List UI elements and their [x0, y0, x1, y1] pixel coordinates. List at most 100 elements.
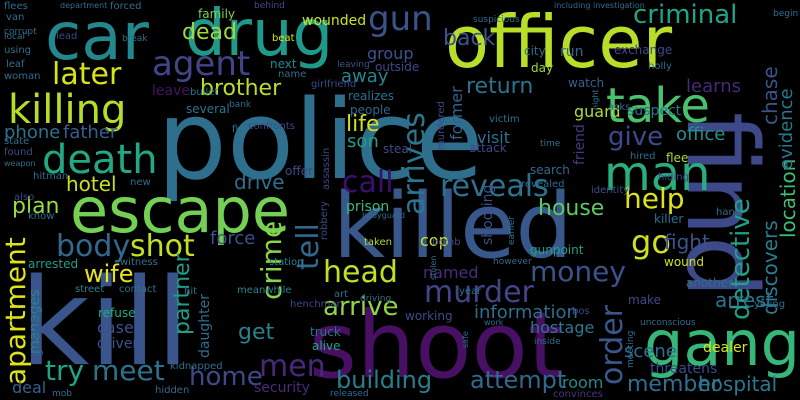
word-break: break: [122, 34, 148, 44]
word-henchman: henchman: [290, 299, 343, 310]
word-year: year: [459, 286, 482, 297]
word-phone: phone: [4, 122, 61, 143]
word-arrives: arrives: [397, 112, 432, 215]
word-outside: outside: [375, 60, 420, 74]
word-son: son: [347, 131, 379, 152]
word-young: young: [754, 299, 786, 310]
word-suspicious: suspicious: [473, 15, 520, 25]
word-flee: flee: [666, 151, 689, 165]
word-hiding: hiding: [658, 172, 689, 183]
word-holly: holly: [648, 61, 672, 72]
word-office: office: [676, 124, 726, 145]
word-friend: friend: [572, 124, 588, 165]
word-using: using: [4, 45, 32, 56]
word-released: released: [330, 389, 369, 399]
word-arrested: arrested: [28, 257, 79, 271]
word-working: working: [405, 309, 453, 323]
word-killed: killed: [333, 174, 573, 279]
word-get: get: [238, 320, 275, 345]
word-asks: asks: [608, 102, 631, 113]
word-work: work: [484, 318, 504, 327]
word-hospital: hospital: [698, 372, 778, 396]
word-drive: drive: [234, 170, 285, 194]
word-building: building: [336, 366, 433, 394]
word-robbery: robbery: [319, 201, 330, 240]
word-watch: watch: [568, 76, 605, 90]
word-call: call: [342, 165, 394, 200]
word-guard: guard: [574, 102, 621, 121]
word-daughter: daughter: [197, 294, 213, 358]
word-home: home: [189, 362, 263, 392]
word-death: death: [42, 137, 158, 183]
word-man: man: [604, 146, 711, 202]
word-killer: killer: [654, 212, 684, 226]
word-family: family: [198, 7, 236, 21]
word-mob: mob: [52, 389, 72, 399]
word-driver: driver: [97, 336, 139, 352]
word-know: know: [28, 211, 55, 222]
word-dealer: dealer: [703, 340, 748, 356]
word-learns: learns: [686, 76, 741, 97]
word-plan: plan: [12, 194, 60, 219]
word-van: van: [6, 12, 25, 23]
word-make: make: [628, 293, 661, 307]
word-evidence: evidence: [776, 88, 797, 170]
word-hostage: hostage: [530, 318, 595, 337]
word-time: time: [540, 139, 561, 149]
word-offer: offer: [285, 164, 313, 178]
word-car: car: [45, 0, 149, 75]
word-day: day: [531, 61, 554, 75]
word-alive: alive: [312, 339, 341, 353]
word-money: money: [530, 255, 626, 288]
word-inside: inside: [534, 337, 561, 347]
word-police: police: [157, 76, 484, 204]
word-meeting: meeting: [626, 330, 636, 368]
word-information: information: [474, 302, 578, 323]
word-fire: fire: [232, 124, 249, 135]
word-station: station: [269, 257, 304, 268]
word-try: try: [45, 354, 85, 387]
word-wounded: wounded: [302, 13, 367, 29]
word-return: return: [466, 74, 534, 99]
word-driving: driving: [360, 294, 392, 304]
word-stolen: stolen: [429, 255, 438, 280]
word-body: body: [56, 229, 131, 264]
word-also: also: [14, 192, 35, 203]
word-attack: attack: [469, 141, 507, 155]
word-reveals: reveals: [440, 169, 549, 204]
word-beat: beat: [272, 33, 295, 44]
word-victim: victim: [489, 114, 520, 125]
word-exchange: exchange: [614, 43, 673, 57]
word-refuse: refuse: [98, 306, 136, 320]
word-hotel: hotel: [66, 172, 117, 196]
word-kidnapped: kidnapped: [170, 361, 223, 372]
word-name: name: [278, 69, 307, 80]
word-fight: fight: [664, 230, 710, 254]
word-revealed: revealed: [521, 179, 565, 190]
word-weapon: weapon: [4, 159, 36, 168]
word-help: help: [624, 182, 685, 215]
word-bank: bank: [229, 100, 252, 110]
word-identity: identity: [591, 185, 630, 196]
word-wife: wife: [84, 260, 134, 288]
word-room: room: [562, 373, 604, 392]
word-murdered: murdered: [436, 101, 447, 150]
word-realizes: realizes: [348, 89, 395, 103]
word-hitman: hitman: [33, 171, 69, 182]
word-threatens: threatens: [650, 361, 718, 377]
word-gun: gun: [368, 0, 433, 39]
word-confronts: confronts: [248, 121, 295, 132]
word-run: run: [560, 44, 584, 60]
word-including-investigation: including investigation: [554, 1, 645, 10]
word-earlier: earlier: [507, 216, 517, 245]
word-bodyguard: bodyguard: [362, 211, 406, 220]
word-case: case: [97, 318, 134, 337]
word-brother: brother: [200, 76, 282, 101]
word-cop: cop: [420, 231, 449, 250]
word-behind: behind: [254, 1, 285, 11]
word-department: department: [60, 1, 108, 10]
word-give: give: [608, 122, 664, 152]
word-hand: hand: [716, 207, 742, 218]
word-life: life: [346, 112, 380, 137]
